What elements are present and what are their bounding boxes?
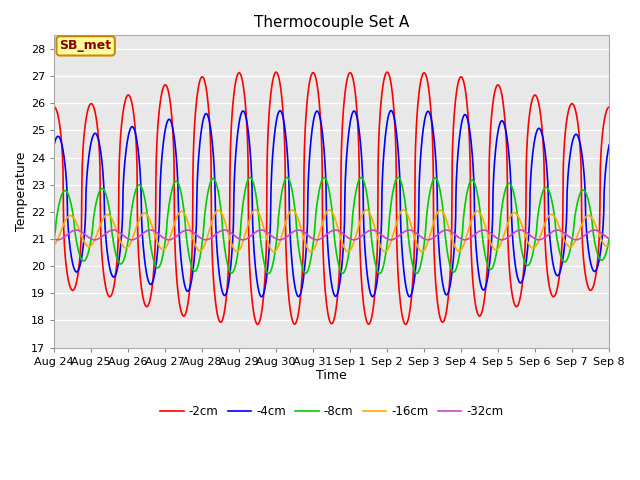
X-axis label: Time: Time: [316, 370, 347, 383]
-2cm: [50, 104, 58, 110]
-32cm: [160, 235, 168, 241]
-2cm: [236, 70, 243, 76]
-16cm: [605, 242, 613, 248]
Line: -8cm: -8cm: [54, 177, 609, 274]
-16cm: [540, 223, 548, 229]
-2cm: [160, 83, 168, 89]
-8cm: [236, 237, 243, 243]
-2cm: [254, 322, 262, 327]
-8cm: [605, 236, 613, 242]
-32cm: [406, 227, 413, 233]
Line: -2cm: -2cm: [54, 72, 609, 324]
-2cm: [419, 72, 426, 78]
-32cm: [236, 236, 243, 242]
-2cm: [273, 69, 280, 75]
-4cm: [258, 294, 266, 300]
Line: -4cm: -4cm: [54, 110, 609, 297]
-4cm: [50, 142, 58, 148]
Title: Thermocouple Set A: Thermocouple Set A: [254, 15, 409, 30]
-32cm: [605, 236, 613, 242]
-16cm: [173, 213, 181, 218]
Line: -16cm: -16cm: [54, 210, 609, 252]
-2cm: [173, 285, 181, 290]
-8cm: [491, 257, 499, 263]
-16cm: [491, 247, 499, 252]
-8cm: [540, 186, 548, 192]
-16cm: [400, 207, 408, 213]
-8cm: [50, 236, 58, 242]
-4cm: [387, 108, 395, 113]
-16cm: [419, 249, 426, 254]
-32cm: [491, 234, 499, 240]
-32cm: [50, 236, 58, 242]
-2cm: [491, 88, 499, 94]
-8cm: [173, 179, 181, 185]
-4cm: [605, 142, 613, 148]
-4cm: [540, 141, 548, 146]
-32cm: [387, 237, 395, 243]
Y-axis label: Temperature: Temperature: [15, 152, 28, 231]
-16cm: [270, 249, 278, 255]
-32cm: [173, 232, 181, 238]
-4cm: [173, 173, 181, 179]
-2cm: [540, 160, 548, 166]
Legend: -2cm, -4cm, -8cm, -16cm, -32cm: -2cm, -4cm, -8cm, -16cm, -32cm: [156, 400, 508, 423]
-32cm: [419, 235, 426, 241]
-4cm: [160, 135, 168, 141]
-4cm: [236, 117, 243, 123]
-8cm: [419, 253, 426, 259]
-32cm: [540, 235, 548, 241]
-8cm: [160, 246, 168, 252]
-16cm: [236, 247, 243, 252]
Text: SB_met: SB_met: [60, 39, 112, 52]
-4cm: [491, 154, 499, 159]
Line: -32cm: -32cm: [54, 230, 609, 240]
-16cm: [50, 242, 58, 248]
-2cm: [605, 104, 613, 110]
-16cm: [160, 247, 168, 252]
-8cm: [265, 271, 273, 276]
-4cm: [419, 132, 426, 138]
-8cm: [394, 174, 402, 180]
